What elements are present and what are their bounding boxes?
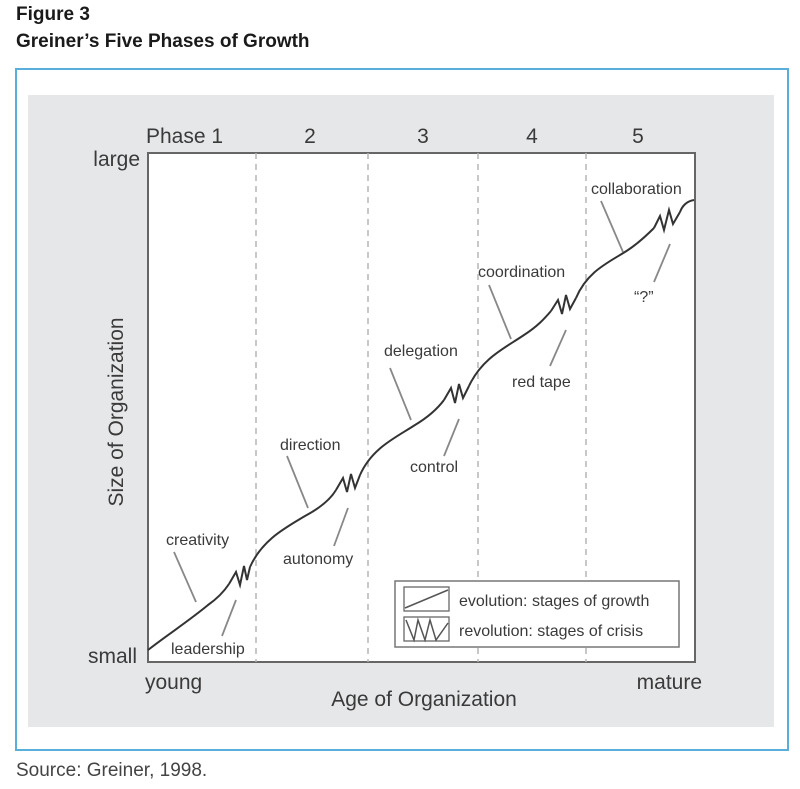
figure-source: Source: Greiner, 1998. xyxy=(16,760,208,781)
revolution-segment-1 xyxy=(228,565,251,589)
y-axis-low-label: small xyxy=(88,645,137,668)
y-axis-high-label: large xyxy=(93,148,140,171)
label-control: control xyxy=(410,459,458,476)
x-axis-high-label: mature xyxy=(637,671,702,694)
label-coordination: coordination xyxy=(478,264,565,281)
leader-line-delegation xyxy=(389,367,412,421)
figure-title: Greiner’s Five Phases of Growth xyxy=(16,31,310,52)
x-axis-low-label: young xyxy=(145,671,202,694)
label-creativity: creativity xyxy=(166,532,229,549)
phase-label: Phase 1 xyxy=(146,125,223,148)
leader-line-red-tape xyxy=(549,329,567,367)
label-red-tape: red tape xyxy=(512,374,571,391)
label-delegation: delegation xyxy=(384,343,458,360)
label-direction: direction xyxy=(280,437,340,454)
evolution-segment-5 xyxy=(575,227,655,299)
leader-line-question xyxy=(653,243,671,283)
y-axis-title: Size of Organization xyxy=(105,317,128,506)
label-question: “?” xyxy=(634,289,654,306)
revolution-segment-2 xyxy=(335,473,361,493)
leader-line-coordination xyxy=(488,284,512,340)
legend-evolution-icon xyxy=(404,589,449,609)
leader-line-autonomy xyxy=(333,507,349,547)
leader-line-collaboration xyxy=(600,200,624,253)
leader-line-creativity xyxy=(173,551,197,603)
phase-label: 5 xyxy=(632,125,644,148)
leader-line-leadership xyxy=(221,599,237,637)
evolution-segment-3 xyxy=(359,399,445,476)
phase-label: 3 xyxy=(417,125,429,148)
legend-evolution-label: evolution: stages of growth xyxy=(459,593,649,610)
revolution-segment-3 xyxy=(443,383,470,404)
figure-label: Figure 3 xyxy=(16,4,90,25)
plot-area xyxy=(147,152,696,663)
revolution-segment-4 xyxy=(550,294,577,315)
legend-revolution-swatch xyxy=(403,616,450,642)
curve-end xyxy=(679,199,695,213)
legend-revolution-icon xyxy=(405,617,449,643)
legend: evolution: stages of growth revolution: … xyxy=(394,580,680,648)
legend-revolution-label: revolution: stages of crisis xyxy=(459,623,643,640)
leader-line-control xyxy=(443,418,460,457)
revolution-segment-5 xyxy=(653,206,681,234)
label-leadership: leadership xyxy=(171,641,245,658)
phase-label: 2 xyxy=(304,125,316,148)
label-autonomy: autonomy xyxy=(283,551,353,568)
evolution-segment-4 xyxy=(468,310,552,387)
phase-label: 4 xyxy=(526,125,538,148)
label-collaboration: collaboration xyxy=(591,181,682,198)
leader-line-direction xyxy=(286,455,309,509)
x-axis-title: Age of Organization xyxy=(331,688,517,711)
evolution-segment-2 xyxy=(249,489,337,568)
evolution-segment-1 xyxy=(147,583,230,651)
